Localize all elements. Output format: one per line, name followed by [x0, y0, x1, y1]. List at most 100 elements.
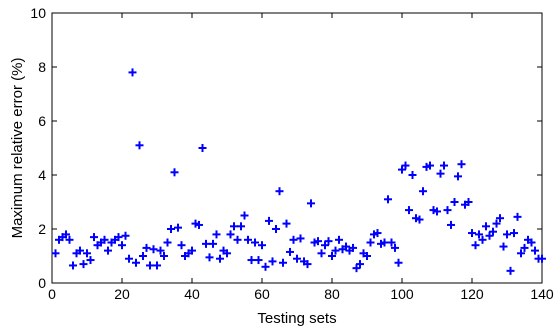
data-point: [440, 161, 448, 170]
y-tick-label: 8: [38, 59, 46, 75]
data-point: [223, 249, 231, 258]
data-point: [261, 262, 270, 271]
data-point: [254, 256, 263, 265]
data-point: [349, 243, 357, 252]
data-point: [317, 249, 326, 258]
data-point: [401, 161, 410, 170]
data-point: [475, 230, 483, 239]
data-point: [538, 254, 546, 263]
data-point: [237, 222, 245, 231]
x-tick-label: 140: [530, 286, 554, 302]
data-point: [153, 261, 161, 270]
x-tick-label: 40: [184, 286, 200, 302]
data-point: [366, 238, 375, 247]
data-point: [331, 246, 340, 255]
data-point: [128, 68, 137, 77]
y-tick-label: 0: [38, 275, 46, 291]
y-tick-label: 6: [38, 113, 46, 129]
data-point: [394, 258, 403, 267]
data-point: [76, 246, 84, 255]
data-point: [167, 225, 175, 233]
x-tick-label: 100: [390, 286, 414, 302]
data-point: [65, 235, 74, 244]
data-point: [419, 187, 427, 196]
data-point: [517, 249, 525, 258]
data-point: [471, 241, 480, 250]
data-point: [506, 266, 515, 275]
data-point: [272, 225, 280, 233]
data-point: [174, 223, 182, 232]
x-tick-label: 120: [460, 286, 484, 302]
plot-area: [51, 12, 543, 284]
data-point: [209, 239, 217, 248]
data-point: [289, 235, 298, 244]
data-point: [202, 239, 210, 248]
data-point: [478, 235, 487, 244]
data-point: [156, 246, 165, 255]
data-point: [195, 220, 203, 229]
data-point: [457, 160, 466, 169]
data-point: [387, 238, 396, 247]
x-tick-label: 20: [114, 286, 130, 302]
data-point: [135, 141, 144, 150]
x-tick-label: 80: [324, 286, 340, 302]
y-axis-label: Maximum relative error (%): [9, 58, 26, 239]
data-point: [139, 252, 147, 260]
data-point: [335, 235, 343, 244]
data-point: [356, 260, 364, 269]
data-point: [198, 144, 207, 152]
data-point: [216, 254, 224, 263]
data-point: [296, 234, 305, 243]
data-point: [405, 206, 413, 215]
data-point: [188, 246, 196, 255]
data-point: [527, 238, 536, 247]
data-point: [205, 253, 214, 262]
data-point: [170, 168, 179, 177]
data-point: [391, 243, 399, 252]
data-point: [286, 247, 294, 256]
data-point: [450, 198, 459, 206]
data-point: [520, 243, 529, 252]
data-point: [118, 241, 126, 250]
data-point: [513, 212, 522, 221]
data-point: [464, 198, 473, 206]
data-point: [69, 261, 77, 270]
y-tick-label: 4: [38, 167, 46, 183]
data-point: [531, 246, 539, 255]
x-axis-label: Testing sets: [257, 310, 336, 327]
data-point: [226, 230, 235, 239]
data-point: [160, 252, 168, 260]
y-tick-label: 10: [30, 5, 46, 21]
data-point: [282, 219, 291, 228]
data-point: [447, 220, 455, 229]
data-point: [384, 195, 392, 204]
data-point: [510, 229, 518, 238]
x-tick-label: 0: [48, 286, 56, 302]
data-point: [62, 230, 70, 239]
data-point: [436, 169, 445, 178]
data-point: [233, 235, 242, 244]
data-point: [408, 171, 417, 179]
data-point: [426, 161, 434, 170]
data-point: [86, 256, 95, 265]
data-point: [499, 242, 508, 251]
data-point: [114, 233, 123, 242]
data-point: [100, 235, 109, 244]
data-point: [240, 211, 249, 220]
data-point: [83, 249, 91, 258]
data-point: [303, 260, 312, 269]
data-point: [51, 249, 60, 258]
data-point: [363, 252, 371, 260]
data-point: [342, 242, 350, 251]
data-point: [443, 206, 452, 215]
axis-ticks: 0 20 40 60 80 100 120 140 0 2 4 6 8 10: [30, 5, 553, 302]
data-point: [244, 235, 252, 244]
data-point: [251, 238, 259, 247]
data-points: [51, 68, 546, 275]
data-point: [380, 238, 389, 247]
data-point: [258, 241, 266, 250]
data-point: [373, 229, 382, 238]
data-point: [492, 219, 501, 228]
data-point: [230, 222, 238, 231]
